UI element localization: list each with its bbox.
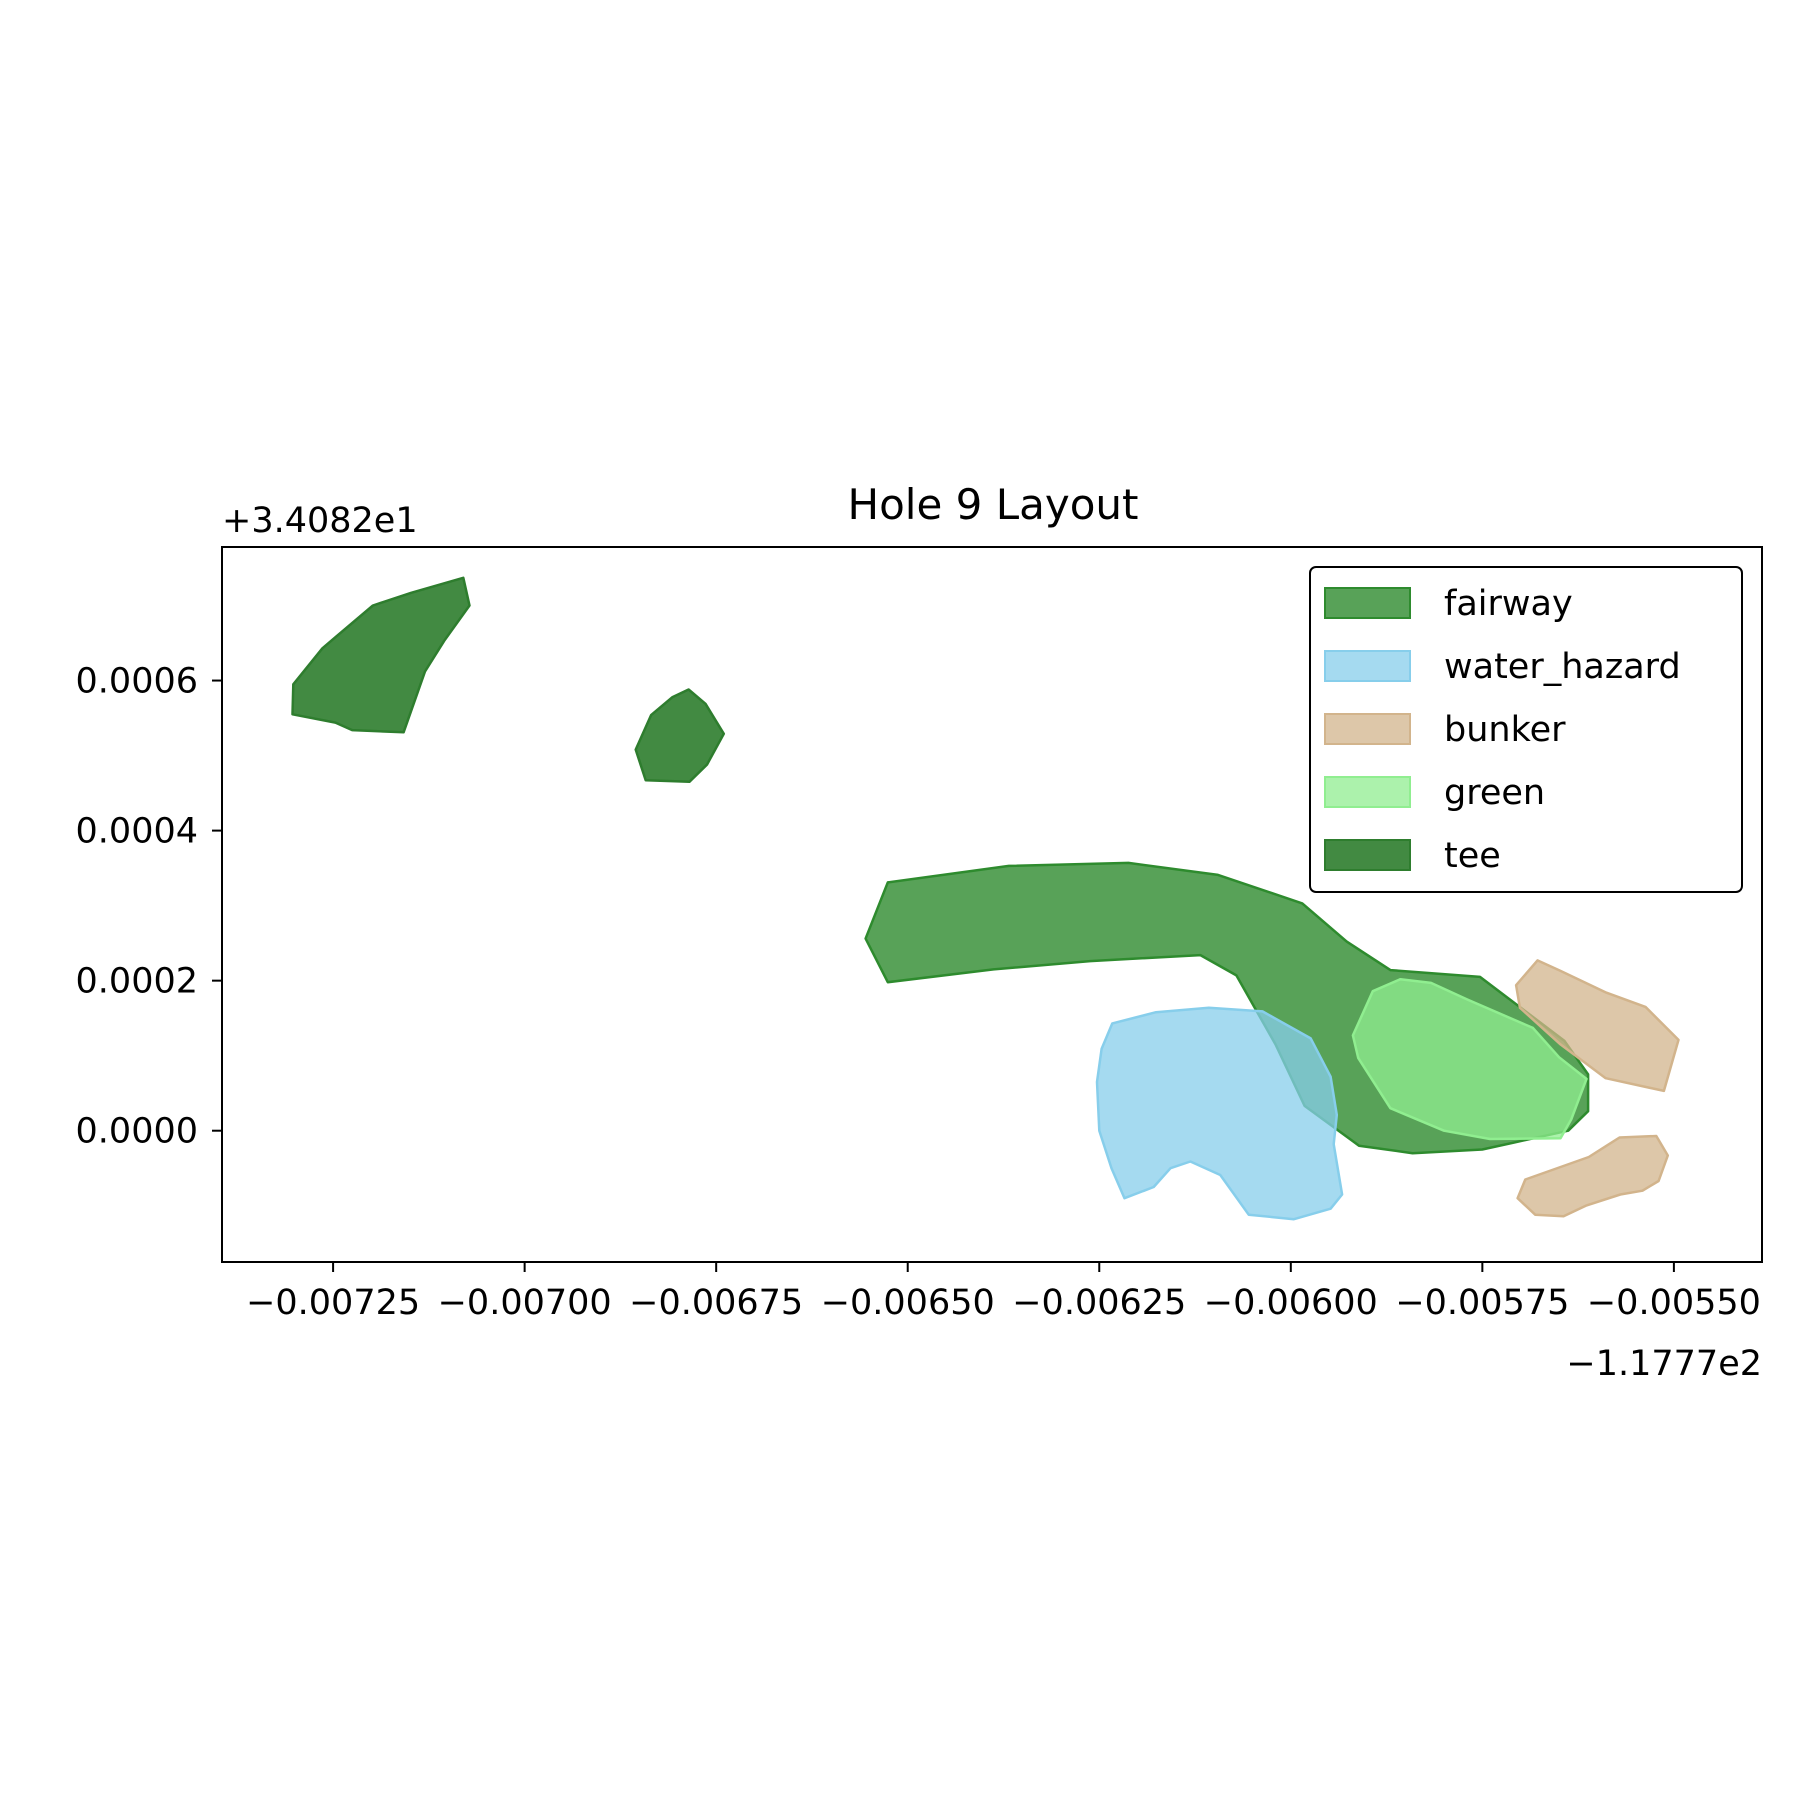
layer-bunker <box>1514 959 1680 1218</box>
legend-swatch-fairway <box>1324 587 1411 619</box>
water-hazard-polygon-1 <box>1095 1006 1344 1221</box>
plot-frame <box>221 546 1763 1263</box>
x-tick-label: −0.00725 <box>246 1283 420 1323</box>
layer-tee <box>291 576 726 784</box>
x-axis: −0.00725 −0.00700 −0.00675 −0.00650 −0.00625… <box>246 1262 1761 1323</box>
x-tick-label: −0.00600 <box>1204 1283 1378 1323</box>
x-tick-label: −0.00650 <box>821 1283 995 1323</box>
chart-title: Hole 9 Layout <box>848 480 1139 529</box>
layer-water-hazard <box>1095 1006 1344 1221</box>
y-offset-label: +3.4082e1 <box>222 501 418 541</box>
legend-label-water-hazard: water_hazard <box>1444 647 1681 687</box>
x-tick-label: −0.00625 <box>1012 1283 1186 1323</box>
green-polygon-1 <box>1351 977 1588 1141</box>
legend-swatch-bunker <box>1324 713 1411 745</box>
y-tick-label: 0.0006 <box>76 662 198 702</box>
x-tick-label: −0.00675 <box>629 1283 803 1323</box>
legend-label-green: green <box>1444 773 1545 813</box>
x-tick-label: −0.00575 <box>1395 1283 1569 1323</box>
x-offset-label: −1.1777e2 <box>1566 1344 1762 1384</box>
legend-box <box>1309 566 1743 893</box>
bunker-polygon-1 <box>1514 959 1680 1093</box>
tee-polygon-1 <box>291 576 471 734</box>
bunker-polygon-2 <box>1516 1134 1670 1218</box>
y-tick-label: 0.0004 <box>76 812 198 852</box>
legend-swatch-tee <box>1324 839 1411 871</box>
layer-green <box>1351 977 1588 1141</box>
tee-polygon-2 <box>634 688 726 784</box>
legend-label-fairway: fairway <box>1444 584 1573 624</box>
y-axis: 0.0000 0.0002 0.0004 0.0006 <box>76 662 222 1152</box>
legend-swatch-water-hazard <box>1324 650 1411 682</box>
x-tick-label: −0.00700 <box>438 1283 612 1323</box>
legend-label-bunker: bunker <box>1444 710 1566 750</box>
y-tick-label: 0.0002 <box>76 962 198 1002</box>
x-tick-label: −0.00550 <box>1587 1283 1761 1323</box>
plot-layers <box>291 576 1680 1221</box>
legend-label-tee: tee <box>1444 836 1501 876</box>
y-tick-label: 0.0000 <box>76 1112 198 1152</box>
legend-swatch-green <box>1324 776 1411 808</box>
